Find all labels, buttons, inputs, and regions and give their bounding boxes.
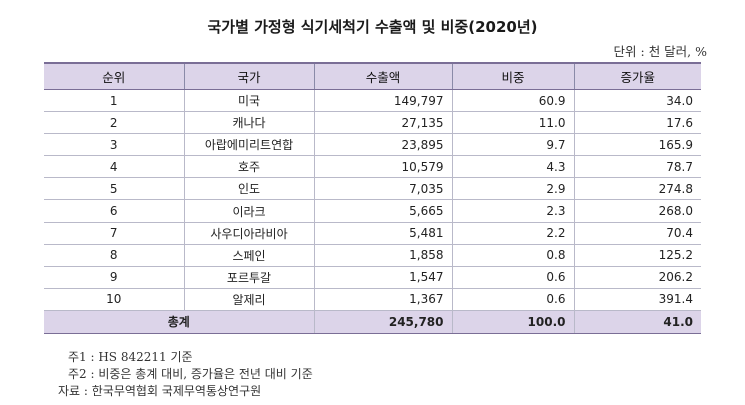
table-row: 1 미국 149,797 60.9 34.0: [44, 89, 701, 113]
note-1: 주1 : HS 842211 기준: [68, 350, 193, 364]
export-table: 순위 국가 수출액 비중 증가율 1 미국 149,797 60.9 34.0 2 캐나다 2…: [44, 62, 701, 334]
unit-label: 단위 : 천 달러, %: [613, 44, 707, 59]
growth-cell: 165.9: [573, 133, 701, 157]
table-title: 국가별 가정형 식기세척기 수출액 및 비중(2020년): [207, 18, 538, 36]
country-cell: 캐나다: [183, 111, 314, 135]
rank-cell: 4: [44, 155, 184, 179]
growth-cell: 17.6: [573, 111, 701, 135]
source-note: 자료 : 한국무역협회 국제무역통상연구원: [58, 384, 262, 398]
table-row: 4 호주 10,579 4.3 78.7: [44, 155, 701, 179]
rank-cell: 8: [44, 244, 184, 267]
share-cell: 0.6: [451, 266, 574, 289]
export-cell: 27,135: [313, 111, 452, 135]
growth-cell: 70.4: [573, 222, 701, 245]
header-rank: 순위: [44, 62, 184, 90]
country-cell: 스페인: [183, 244, 314, 267]
total-label: 총계: [44, 309, 314, 334]
growth-cell: 78.7: [573, 155, 701, 179]
share-cell: 0.6: [451, 288, 574, 311]
rank-cell: 10: [44, 288, 184, 311]
total-row: 총계 245,780 100.0 41.0: [44, 309, 701, 334]
country-cell: 인도: [183, 177, 314, 201]
rank-cell: 9: [44, 266, 184, 289]
table-row: 7 사우디아라비아 5,481 2.2 70.4: [44, 222, 701, 245]
country-cell: 호주: [183, 155, 314, 179]
growth-cell: 34.0: [573, 89, 701, 113]
export-cell: 23,895: [313, 133, 452, 157]
share-cell: 60.9: [451, 89, 574, 113]
table-row: 8 스페인 1,858 0.8 125.2: [44, 244, 701, 267]
note-2: 주2 : 비중은 총계 대비, 증가율은 전년 대비 기준: [68, 367, 313, 381]
share-cell: 4.3: [451, 155, 574, 179]
share-cell: 2.2: [451, 222, 574, 245]
notes: 주1 : HS 842211 기준 주2 : 비중은 총계 대비, 증가율은 전…: [58, 349, 313, 400]
table-row: 3 아랍에미리트연합 23,895 9.7 165.9: [44, 133, 701, 157]
header-growth: 증가율: [573, 62, 701, 90]
rank-cell: 6: [44, 199, 184, 223]
share-cell: 11.0: [451, 111, 574, 135]
header-export: 수출액: [313, 62, 452, 90]
country-cell: 미국: [183, 89, 314, 113]
rank-cell: 3: [44, 133, 184, 157]
country-cell: 포르투갈: [183, 266, 314, 289]
rank-cell: 1: [44, 89, 184, 113]
export-cell: 10,579: [313, 155, 452, 179]
rank-cell: 7: [44, 222, 184, 245]
total-growth: 41.0: [573, 309, 701, 334]
share-cell: 2.3: [451, 199, 574, 223]
export-cell: 7,035: [313, 177, 452, 201]
header-share: 비중: [451, 62, 574, 90]
country-cell: 알제리: [183, 288, 314, 311]
country-cell: 아랍에미리트연합: [183, 133, 314, 157]
export-cell: 5,481: [313, 222, 452, 245]
header-row: 순위 국가 수출액 비중 증가율: [44, 62, 701, 90]
share-cell: 0.8: [451, 244, 574, 267]
table-row: 5 인도 7,035 2.9 274.8: [44, 177, 701, 201]
total-export: 245,780: [313, 309, 452, 334]
growth-cell: 274.8: [573, 177, 701, 201]
export-cell: 1,547: [313, 266, 452, 289]
growth-cell: 391.4: [573, 288, 701, 311]
export-cell: 1,858: [313, 244, 452, 267]
table-row: 6 이라크 5,665 2.3 268.0: [44, 199, 701, 223]
table-row: 2 캐나다 27,135 11.0 17.6: [44, 111, 701, 135]
table-row: 9 포르투갈 1,547 0.6 206.2: [44, 266, 701, 289]
export-cell: 1,367: [313, 288, 452, 311]
rank-cell: 2: [44, 111, 184, 135]
share-cell: 9.7: [451, 133, 574, 157]
total-share: 100.0: [451, 309, 574, 334]
country-cell: 사우디아라비아: [183, 222, 314, 245]
export-cell: 149,797: [313, 89, 452, 113]
export-cell: 5,665: [313, 199, 452, 223]
growth-cell: 268.0: [573, 199, 701, 223]
growth-cell: 206.2: [573, 266, 701, 289]
table-row: 10 알제리 1,367 0.6 391.4: [44, 288, 701, 311]
country-cell: 이라크: [183, 199, 314, 223]
rank-cell: 5: [44, 177, 184, 201]
header-country: 국가: [183, 62, 314, 90]
growth-cell: 125.2: [573, 244, 701, 267]
share-cell: 2.9: [451, 177, 574, 201]
